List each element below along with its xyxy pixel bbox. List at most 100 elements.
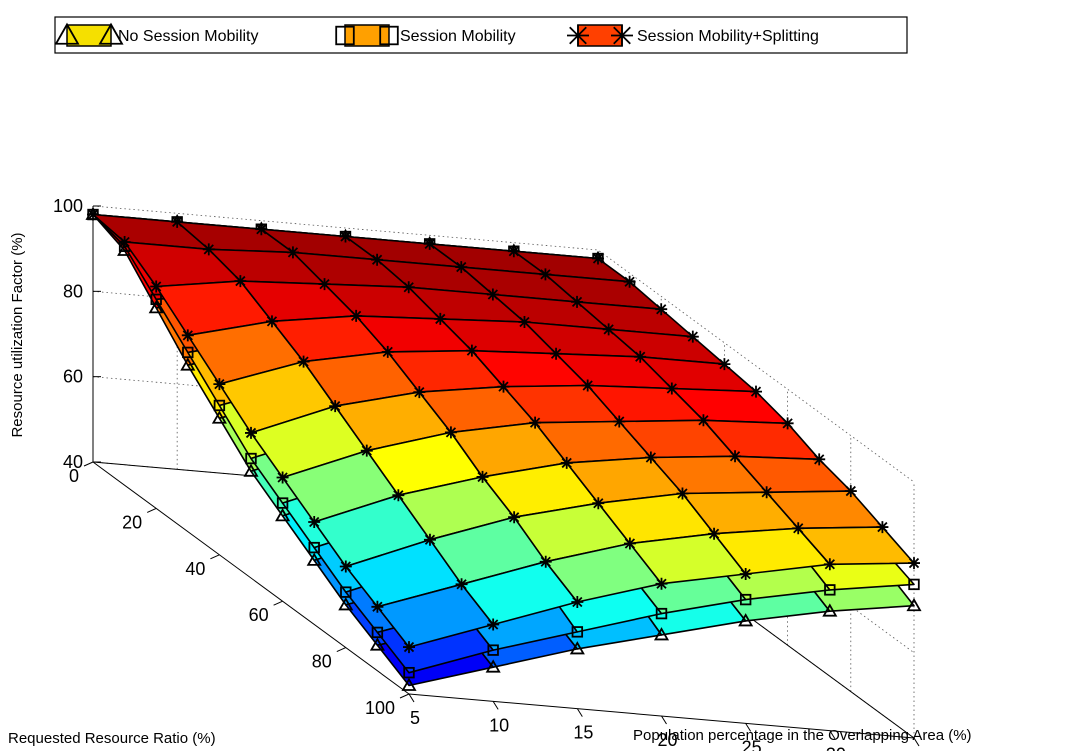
triangle-icon	[54, 22, 80, 45]
x-tick-mark	[829, 730, 836, 739]
data-point	[392, 489, 405, 502]
data-point	[781, 417, 794, 430]
data-point	[792, 522, 805, 535]
data-point	[655, 577, 668, 590]
data-point	[308, 541, 320, 554]
data-point	[202, 243, 215, 256]
x-tick-mark	[576, 708, 583, 717]
data-point	[402, 281, 415, 294]
data-point	[150, 293, 162, 306]
data-point	[822, 603, 838, 617]
data-point	[476, 470, 489, 483]
data-point	[906, 597, 922, 612]
data-point	[455, 578, 468, 591]
data-point	[560, 456, 573, 469]
data-point	[813, 453, 826, 466]
z-tick-label: 60	[63, 367, 83, 387]
data-point	[581, 379, 594, 392]
x-tick-mark	[745, 723, 752, 732]
legend-swatch	[66, 24, 112, 47]
data-point	[823, 558, 836, 571]
data-point	[276, 471, 289, 484]
data-point	[485, 659, 501, 673]
data-point	[665, 382, 678, 395]
data-point	[592, 252, 604, 265]
data-point	[613, 415, 626, 428]
y-tick-mark	[210, 554, 220, 560]
data-point	[150, 280, 163, 293]
data-point	[539, 555, 552, 568]
data-point	[213, 378, 226, 391]
asterisk-icon	[567, 24, 589, 47]
data-point	[653, 627, 670, 641]
y-tick-mark	[83, 461, 94, 467]
data-point	[571, 295, 584, 308]
y-tick-label: 100	[365, 698, 395, 718]
data-point	[371, 253, 384, 266]
legend-label: No Session Mobility	[118, 28, 259, 45]
x-tick-label: 5	[410, 708, 420, 728]
data-point	[413, 386, 426, 399]
data-point	[403, 666, 415, 679]
data-point	[148, 300, 164, 314]
data-point	[708, 527, 721, 540]
data-point	[655, 607, 668, 620]
y-tick-label: 40	[185, 559, 205, 579]
square-icon	[379, 25, 399, 46]
data-point	[539, 268, 552, 281]
data-point	[676, 487, 689, 500]
data-point	[371, 600, 384, 613]
legend-box	[54, 16, 908, 54]
z-axis-label: Resource utilization Factor (%)	[9, 232, 26, 437]
data-point	[234, 275, 247, 288]
data-point	[118, 236, 131, 248]
data-point	[655, 303, 668, 316]
x-tick-mark	[492, 701, 499, 710]
x-tick-label: 25	[742, 737, 762, 751]
data-point	[623, 275, 636, 288]
data-point	[211, 410, 227, 424]
data-point	[243, 463, 259, 477]
surface-series	[87, 208, 920, 654]
legend-label: Session Mobility+Splitting	[637, 28, 819, 45]
y-tick-mark	[273, 600, 283, 606]
data-point	[739, 593, 752, 606]
asterisk-icon	[611, 24, 633, 47]
data-point	[876, 521, 889, 534]
data-point	[245, 426, 257, 439]
data-point	[824, 584, 836, 596]
y-axis-label: Requested Resource Ratio (%)	[8, 730, 216, 747]
z-tick-label: 80	[63, 281, 83, 301]
data-point	[750, 385, 762, 398]
x-axis-label: Population percentage in the Overlapping…	[633, 727, 972, 744]
data-point	[455, 261, 468, 274]
data-point	[697, 414, 710, 427]
data-point	[245, 452, 257, 465]
data-point	[87, 208, 99, 221]
data-point	[180, 357, 196, 371]
data-point	[286, 246, 299, 259]
data-point	[487, 644, 499, 656]
data-point	[339, 230, 352, 243]
data-point	[369, 637, 385, 651]
data-point	[360, 444, 373, 457]
data-point	[338, 597, 354, 611]
legend-label: Session Mobility	[400, 28, 516, 45]
z-tick-label: 40	[63, 452, 83, 472]
data-point	[276, 497, 289, 509]
data-point	[739, 568, 752, 580]
data-point	[423, 237, 436, 250]
legend-entry-session-mobility-splitting: Session Mobility+Splitting	[567, 24, 819, 47]
x-tick-label: 30	[826, 745, 846, 751]
surface-layer	[85, 206, 922, 691]
data-point	[434, 312, 447, 325]
data-point	[275, 508, 291, 522]
data-point	[623, 537, 636, 550]
data-point	[465, 344, 478, 357]
legend-entry-no-session-mobility: No Session Mobility	[54, 22, 259, 47]
data-point	[908, 557, 920, 570]
y-tick-mark	[336, 647, 347, 653]
data-point	[381, 345, 394, 358]
data-point	[550, 347, 563, 360]
